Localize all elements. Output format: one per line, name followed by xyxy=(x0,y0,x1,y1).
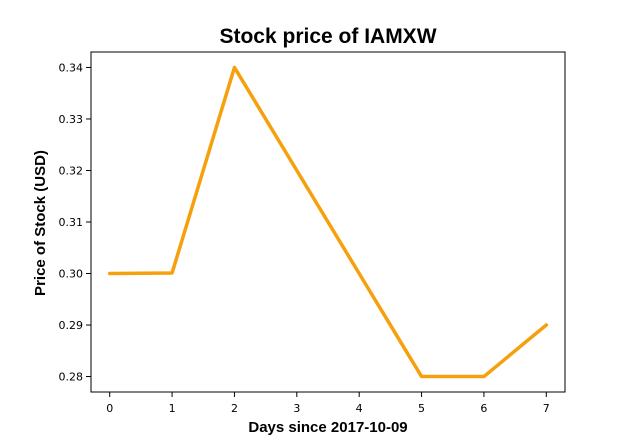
y-tick-label: 0.32 xyxy=(59,164,84,177)
series-line xyxy=(107,65,549,379)
y-tick-label: 0.31 xyxy=(59,216,84,229)
y-tick-label: 0.28 xyxy=(59,371,84,384)
y-tick-label: 0.34 xyxy=(59,61,84,74)
x-tick-label: 1 xyxy=(169,402,176,415)
x-tick-label: 7 xyxy=(543,402,550,415)
y-axis-label: Price of Stock (USD) xyxy=(32,150,49,296)
x-tick-label: 0 xyxy=(106,402,113,415)
y-tick-label: 0.33 xyxy=(59,113,84,126)
y-tick-label: 0.30 xyxy=(59,268,84,281)
y-tick-label: 0.29 xyxy=(59,319,84,332)
x-tick-label: 5 xyxy=(418,402,425,415)
x-tick-label: 2 xyxy=(231,402,238,415)
plot-area: 0 1 2 3 4 5 6 7 0.28 0.29 0.30 0.31 0.32 0.33 0.34 xyxy=(59,51,566,415)
chart-title: Stock price of IAMXW xyxy=(219,25,436,48)
x-axis-label: Days since 2017-10-09 xyxy=(248,419,407,436)
x-tick-label: 3 xyxy=(293,402,300,415)
x-tick-label: 4 xyxy=(356,402,363,415)
x-tick-label: 6 xyxy=(480,402,487,415)
